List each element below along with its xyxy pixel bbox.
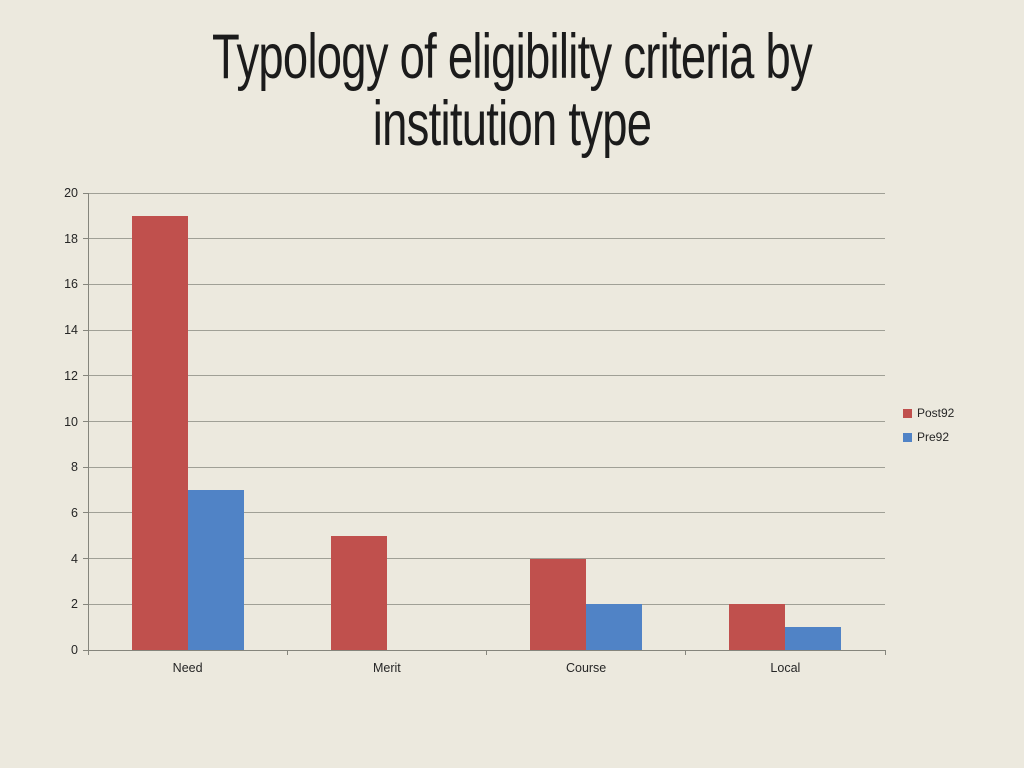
legend-label-pre92: Pre92 [917, 430, 950, 444]
gridline [88, 283, 885, 285]
x-axis-label-local: Local [770, 661, 801, 675]
x-axis-label-need: Need [172, 661, 203, 675]
y-axis-tick [83, 466, 88, 468]
y-axis-label-14: 14 [64, 323, 78, 338]
gridline [88, 238, 885, 240]
gridline [88, 329, 885, 331]
y-axis-tick [83, 558, 88, 560]
legend-label-post92: Post92 [917, 406, 955, 420]
legend-swatch-post92 [903, 408, 912, 418]
y-axis-label-4: 4 [71, 551, 78, 566]
y-axis-tick [83, 238, 88, 240]
y-axis-tick [83, 192, 88, 194]
x-axis-label-merit: Merit [372, 661, 401, 675]
slide-title: Typology of eligibility criteria by inst… [143, 24, 880, 158]
y-axis-tick [83, 329, 88, 331]
x-axis-label-course: Course [565, 661, 607, 675]
gridline [88, 466, 885, 468]
y-axis-label-8: 8 [71, 460, 78, 475]
gridline [88, 558, 885, 560]
gridline [88, 192, 885, 194]
gridline [88, 421, 885, 422]
title-line-1: Typology of eligibility criteria by [211, 22, 813, 92]
x-axis-tick [286, 650, 288, 655]
y-axis-tick [83, 649, 88, 651]
y-axis-label-16: 16 [64, 277, 78, 292]
title-line-2: institution type [372, 89, 652, 159]
y-axis-label-6: 6 [71, 505, 78, 520]
y-axis-tick [83, 512, 88, 514]
bar-pre92-course [586, 604, 643, 650]
bar-pre92-need [187, 490, 244, 650]
y-axis-label-2: 2 [71, 597, 78, 612]
x-axis-tick [87, 650, 89, 655]
gridline [88, 375, 885, 377]
y-axis-label-10: 10 [64, 414, 78, 429]
legend-swatch-pre92 [903, 432, 912, 442]
bar-post92-need [131, 215, 188, 650]
gridline [88, 512, 885, 514]
x-axis-tick [884, 650, 886, 655]
legend-item-pre92: Pre92 [903, 430, 954, 444]
legend: Post92 Pre92 [903, 406, 954, 454]
x-axis-tick [685, 650, 687, 655]
gridline [88, 603, 885, 605]
bar-post92-course [530, 558, 587, 650]
y-axis-label-12: 12 [64, 368, 78, 383]
y-axis-tick [83, 421, 88, 422]
bar-post92-merit [330, 535, 387, 650]
y-axis-line [87, 193, 89, 655]
y-axis-label-0: 0 [71, 643, 78, 657]
bar-pre92-local [785, 627, 842, 650]
y-axis-tick [83, 375, 88, 377]
y-axis-label-18: 18 [64, 231, 78, 246]
y-axis-tick [83, 283, 88, 285]
legend-item-post92: Post92 [903, 406, 954, 420]
y-axis-tick [83, 603, 88, 605]
x-axis-tick [486, 650, 487, 655]
bar-post92-local [729, 604, 786, 650]
y-axis-label-20: 20 [64, 186, 78, 200]
